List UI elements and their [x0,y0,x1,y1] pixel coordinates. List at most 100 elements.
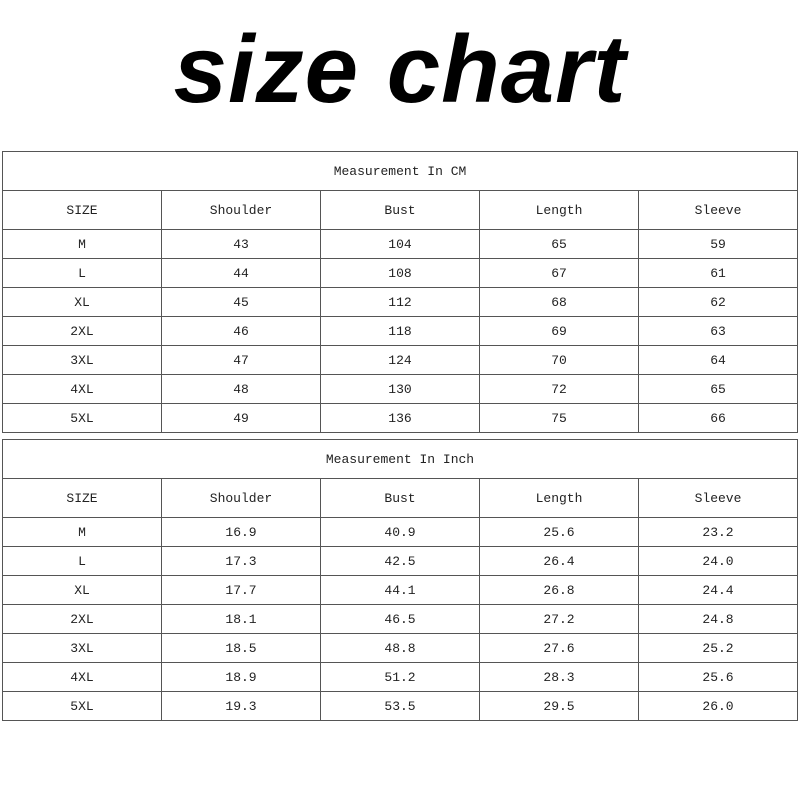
value-cell: 19.3 [161,691,321,721]
value-cell: 64 [638,345,798,375]
size-cell: M [2,517,162,547]
value-cell: 43 [161,229,321,259]
table-row: 2XL 46 118 69 63 [2,316,798,346]
value-cell: 62 [638,287,798,317]
value-cell: 136 [320,403,480,433]
value-cell: 53.5 [320,691,480,721]
value-cell: 68 [479,287,639,317]
value-cell: 49 [161,403,321,433]
value-cell: 48 [161,374,321,404]
value-cell: 27.6 [479,633,639,663]
column-header: Sleeve [638,478,798,518]
size-cell: M [2,229,162,259]
value-cell: 69 [479,316,639,346]
value-cell: 25.2 [638,633,798,663]
header-row: SIZE Shoulder Bust Length Sleeve [2,190,798,230]
column-header: Length [479,190,639,230]
value-cell: 26.0 [638,691,798,721]
table-row: 4XL 18.9 51.2 28.3 25.6 [2,662,798,692]
size-table-inch: Measurement In Inch SIZE Shoulder Bust Lengt… [2,439,798,721]
size-cell: 3XL [2,633,162,663]
size-cell: L [2,546,162,576]
column-header: Sleeve [638,190,798,230]
column-header: Shoulder [161,478,321,518]
value-cell: 25.6 [479,517,639,547]
size-cell: 4XL [2,662,162,692]
column-header: SIZE [2,190,162,230]
value-cell: 72 [479,374,639,404]
value-cell: 104 [320,229,480,259]
value-cell: 46 [161,316,321,346]
value-cell: 26.8 [479,575,639,605]
value-cell: 23.2 [638,517,798,547]
table-row: 3XL 47 124 70 64 [2,345,798,375]
value-cell: 45 [161,287,321,317]
value-cell: 59 [638,229,798,259]
column-header: Bust [320,478,480,518]
size-cell: XL [2,287,162,317]
table-row: M 43 104 65 59 [2,229,798,259]
value-cell: 16.9 [161,517,321,547]
value-cell: 118 [320,316,480,346]
table-row: L 44 108 67 61 [2,258,798,288]
value-cell: 70 [479,345,639,375]
column-header: SIZE [2,478,162,518]
size-table-cm: Measurement In CM SIZE Shoulder Bust Length S… [2,151,798,433]
size-cell: 3XL [2,345,162,375]
value-cell: 66 [638,403,798,433]
value-cell: 24.8 [638,604,798,634]
size-cell: 4XL [2,374,162,404]
value-cell: 108 [320,258,480,288]
value-cell: 46.5 [320,604,480,634]
value-cell: 29.5 [479,691,639,721]
page-title: size chart [173,16,627,123]
column-header: Shoulder [161,190,321,230]
size-cell: 5XL [2,691,162,721]
value-cell: 65 [479,229,639,259]
value-cell: 63 [638,316,798,346]
value-cell: 67 [479,258,639,288]
table-row: 4XL 48 130 72 65 [2,374,798,404]
table-row: 2XL 18.1 46.5 27.2 24.8 [2,604,798,634]
value-cell: 75 [479,403,639,433]
value-cell: 17.7 [161,575,321,605]
value-cell: 27.2 [479,604,639,634]
value-cell: 112 [320,287,480,317]
table-row: M 16.9 40.9 25.6 23.2 [2,517,798,547]
value-cell: 47 [161,345,321,375]
size-cell: XL [2,575,162,605]
table-row: 5XL 19.3 53.5 29.5 26.0 [2,691,798,721]
value-cell: 42.5 [320,546,480,576]
value-cell: 26.4 [479,546,639,576]
table-row: XL 17.7 44.1 26.8 24.4 [2,575,798,605]
table-row: L 17.3 42.5 26.4 24.0 [2,546,798,576]
value-cell: 65 [638,374,798,404]
column-header: Bust [320,190,480,230]
value-cell: 61 [638,258,798,288]
value-cell: 44 [161,258,321,288]
value-cell: 24.0 [638,546,798,576]
table-caption: Measurement In CM [2,151,798,191]
value-cell: 40.9 [320,517,480,547]
size-cell: 2XL [2,316,162,346]
value-cell: 18.5 [161,633,321,663]
value-cell: 51.2 [320,662,480,692]
value-cell: 18.1 [161,604,321,634]
column-header: Length [479,478,639,518]
header-row: SIZE Shoulder Bust Length Sleeve [2,478,798,518]
value-cell: 18.9 [161,662,321,692]
size-cell: 5XL [2,403,162,433]
value-cell: 48.8 [320,633,480,663]
value-cell: 44.1 [320,575,480,605]
value-cell: 124 [320,345,480,375]
table-caption: Measurement In Inch [2,439,798,479]
size-cell: L [2,258,162,288]
table-row: XL 45 112 68 62 [2,287,798,317]
value-cell: 28.3 [479,662,639,692]
value-cell: 24.4 [638,575,798,605]
size-cell: 2XL [2,604,162,634]
table-row: 5XL 49 136 75 66 [2,403,798,433]
value-cell: 25.6 [638,662,798,692]
value-cell: 17.3 [161,546,321,576]
table-row: 3XL 18.5 48.8 27.6 25.2 [2,633,798,663]
